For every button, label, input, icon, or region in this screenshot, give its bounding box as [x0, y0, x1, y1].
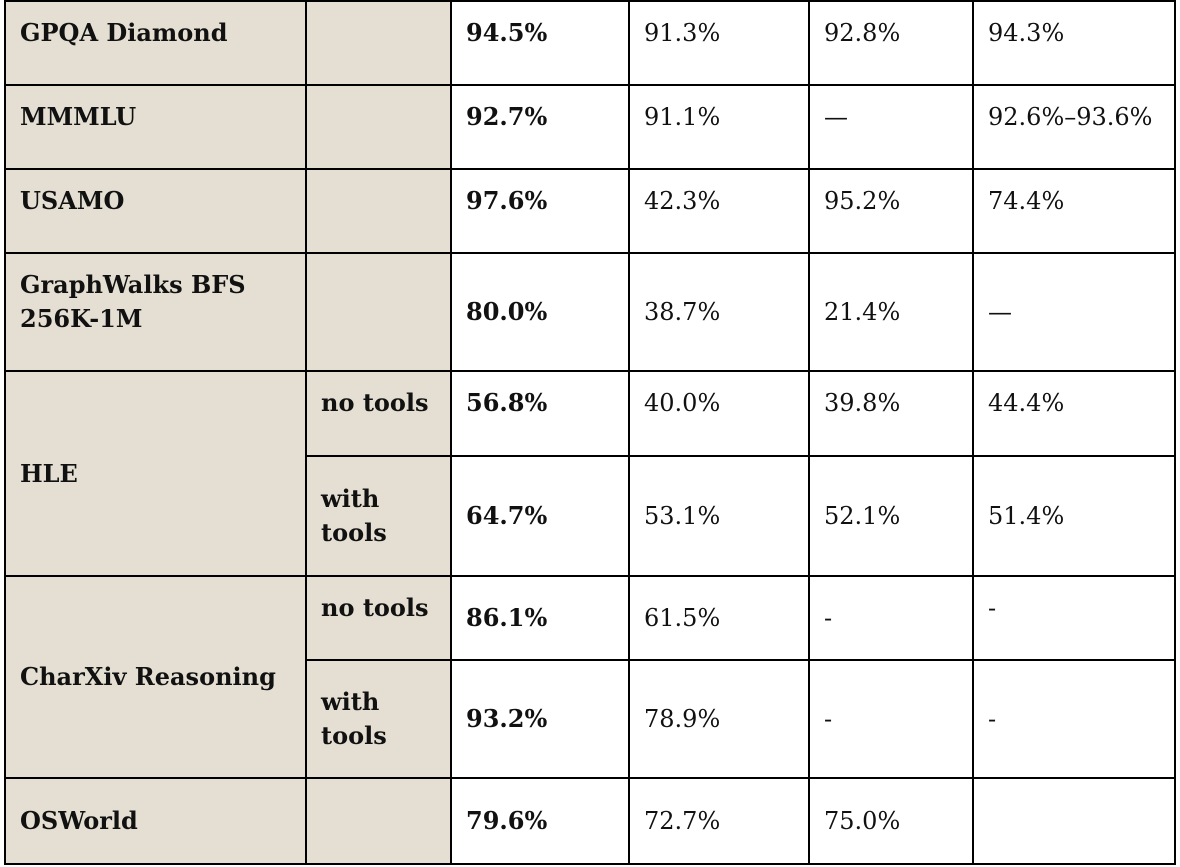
- table-row-usamo: USAMO 97.6% 42.3% 95.2% 74.4%: [4, 168, 1176, 254]
- cell-gpqa-2: 91.3%: [628, 0, 810, 86]
- cell-charxiv-with-tools-1: 93.2%: [450, 659, 630, 779]
- table-row-hle-no-tools: HLE no tools 56.8% 40.0% 39.8% 44.4%: [4, 370, 1176, 577]
- cell-graphwalks-2: 38.7%: [628, 252, 810, 372]
- row-sub-usamo: [305, 168, 452, 254]
- row-label-charxiv: CharXiv Reasoning: [4, 575, 307, 779]
- cell-gpqa-1: 94.5%: [450, 0, 630, 86]
- cell-hle-with-tools-3: 52.1%: [808, 455, 974, 577]
- cell-osworld-2: 72.7%: [628, 777, 810, 865]
- cell-usamo-2: 42.3%: [628, 168, 810, 254]
- table-row-hle-with-tools: with tools 64.7% 53.1% 52.1% 51.4%: [5, 455, 1176, 577]
- table-row-mmmlu: MMMLU 92.7% 91.1% — 92.6%–93.6%: [4, 84, 1176, 170]
- row-label-gpqa: GPQA Diamond: [4, 0, 307, 86]
- cell-osworld-4: [972, 777, 1176, 865]
- row-sub-hle-with-tools-line1: with: [321, 484, 380, 513]
- cell-hle-no-tools-2: 40.0%: [628, 370, 810, 457]
- row-sub-charxiv-with-tools-line1: with: [321, 687, 380, 716]
- cell-graphwalks-3: 21.4%: [808, 252, 974, 372]
- row-sub-charxiv-no-tools: no tools: [305, 575, 452, 661]
- cell-hle-with-tools-4: 51.4%: [972, 455, 1176, 577]
- cell-usamo-4: 74.4%: [972, 168, 1176, 254]
- cell-hle-no-tools-3: 39.8%: [808, 370, 974, 457]
- row-sub-graphwalks: [305, 252, 452, 372]
- cell-hle-no-tools-1: 56.8%: [450, 370, 630, 457]
- row-label-usamo: USAMO: [4, 168, 307, 254]
- row-label-mmmlu: MMMLU: [4, 84, 307, 170]
- row-label-hle: HLE: [4, 370, 307, 577]
- cell-charxiv-no-tools-3: -: [808, 575, 974, 661]
- benchmark-table: GPQA Diamond 94.5% 91.3% 92.8% 94.3% MMM…: [4, 0, 1176, 865]
- cell-usamo-1: 97.6%: [450, 168, 630, 254]
- table-row-charxiv-no-tools: CharXiv Reasoning no tools 86.1% 61.5% -…: [4, 575, 1176, 779]
- table-row-graphwalks: GraphWalks BFS 256K-1M 80.0% 38.7% 21.4%…: [4, 252, 1176, 372]
- cell-osworld-3: 75.0%: [808, 777, 974, 865]
- cell-charxiv-with-tools-3: -: [808, 659, 974, 779]
- cell-charxiv-no-tools-1: 86.1%: [450, 575, 630, 661]
- row-sub-hle-no-tools: no tools: [305, 370, 452, 457]
- row-label-graphwalks-line1: GraphWalks BFS: [20, 270, 246, 299]
- cell-gpqa-3: 92.8%: [808, 0, 974, 86]
- cell-mmmlu-1: 92.7%: [450, 84, 630, 170]
- table-row-osworld: OSWorld 79.6% 72.7% 75.0%: [4, 777, 1176, 865]
- cell-usamo-3: 95.2%: [808, 168, 974, 254]
- table-row-gpqa: GPQA Diamond 94.5% 91.3% 92.8% 94.3%: [4, 0, 1176, 86]
- cell-mmmlu-4: 92.6%–93.6%: [972, 84, 1176, 170]
- table-row-charxiv-with-tools: with tools 93.2% 78.9% - -: [5, 659, 1176, 779]
- row-sub-mmmlu: [305, 84, 452, 170]
- row-sub-hle-with-tools: with tools: [305, 455, 452, 577]
- cell-gpqa-4: 94.3%: [972, 0, 1176, 86]
- row-sub-hle-with-tools-line2: tools: [321, 518, 387, 547]
- row-sub-charxiv-with-tools-line2: tools: [321, 721, 387, 750]
- cell-charxiv-no-tools-2: 61.5%: [628, 575, 810, 661]
- cell-hle-with-tools-2: 53.1%: [628, 455, 810, 577]
- cell-charxiv-no-tools-4: -: [972, 575, 1176, 661]
- cell-charxiv-with-tools-4: -: [972, 659, 1176, 779]
- row-label-graphwalks: GraphWalks BFS 256K-1M: [4, 252, 307, 372]
- cell-charxiv-with-tools-2: 78.9%: [628, 659, 810, 779]
- cell-graphwalks-1: 80.0%: [450, 252, 630, 372]
- row-label-graphwalks-line2: 256K-1M: [20, 304, 143, 333]
- row-sub-osworld: [305, 777, 452, 865]
- cell-hle-no-tools-4: 44.4%: [972, 370, 1176, 457]
- row-sub-charxiv-with-tools: with tools: [305, 659, 452, 779]
- cell-mmmlu-3: —: [808, 84, 974, 170]
- cell-hle-with-tools-1: 64.7%: [450, 455, 630, 577]
- row-sub-gpqa: [305, 0, 452, 86]
- row-label-osworld: OSWorld: [4, 777, 307, 865]
- cell-mmmlu-2: 91.1%: [628, 84, 810, 170]
- cell-graphwalks-4: —: [972, 252, 1176, 372]
- cell-osworld-1: 79.6%: [450, 777, 630, 865]
